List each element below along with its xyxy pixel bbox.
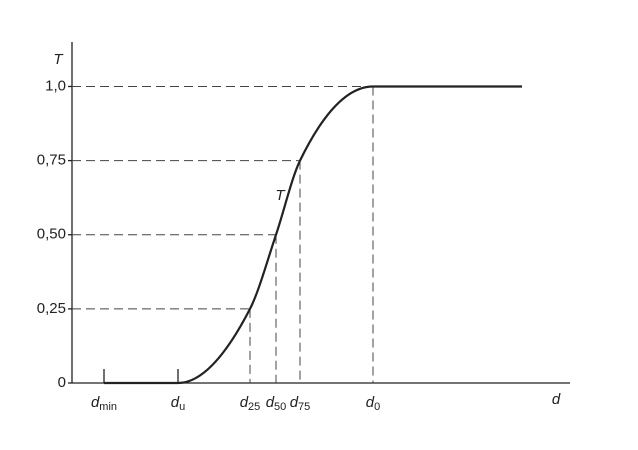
- y-tick-label: 1,0: [45, 77, 66, 94]
- x-tick-symbol: d: [366, 394, 375, 411]
- y-tick-label: 0,50: [37, 226, 66, 243]
- x-tick-subscript: u: [179, 401, 185, 413]
- x-tick-label: d0: [366, 394, 380, 413]
- x-tick-subscript: 75: [298, 401, 310, 413]
- y-tick-label: 0: [58, 374, 66, 391]
- x-tick-label: d75: [290, 394, 311, 413]
- x-tick-label: d50: [266, 394, 287, 413]
- x-tick-label: dmin: [91, 394, 117, 413]
- x-tick-symbol: d: [290, 394, 299, 411]
- curve: [104, 85, 374, 385]
- x-tick-subscript: 25: [248, 401, 260, 413]
- x-tick-subscript: 50: [274, 401, 286, 413]
- y-tick-label: 0,25: [37, 300, 66, 317]
- x-tick-symbol: d: [171, 394, 180, 411]
- curve-label: T: [275, 187, 286, 204]
- x-tick-symbol: d: [91, 394, 100, 411]
- x-tick-subscript: min: [99, 401, 117, 413]
- y-axis-title: T: [53, 51, 64, 68]
- x-tick-label: d25: [240, 394, 261, 413]
- x-tick-label: du: [171, 394, 185, 413]
- x-tick-subscript: 0: [374, 401, 380, 413]
- y-tick-label: 0,75: [37, 152, 66, 169]
- x-tick-symbol: d: [240, 394, 249, 411]
- x-axis-title: d: [552, 391, 561, 408]
- x-tick-symbol: d: [266, 394, 275, 411]
